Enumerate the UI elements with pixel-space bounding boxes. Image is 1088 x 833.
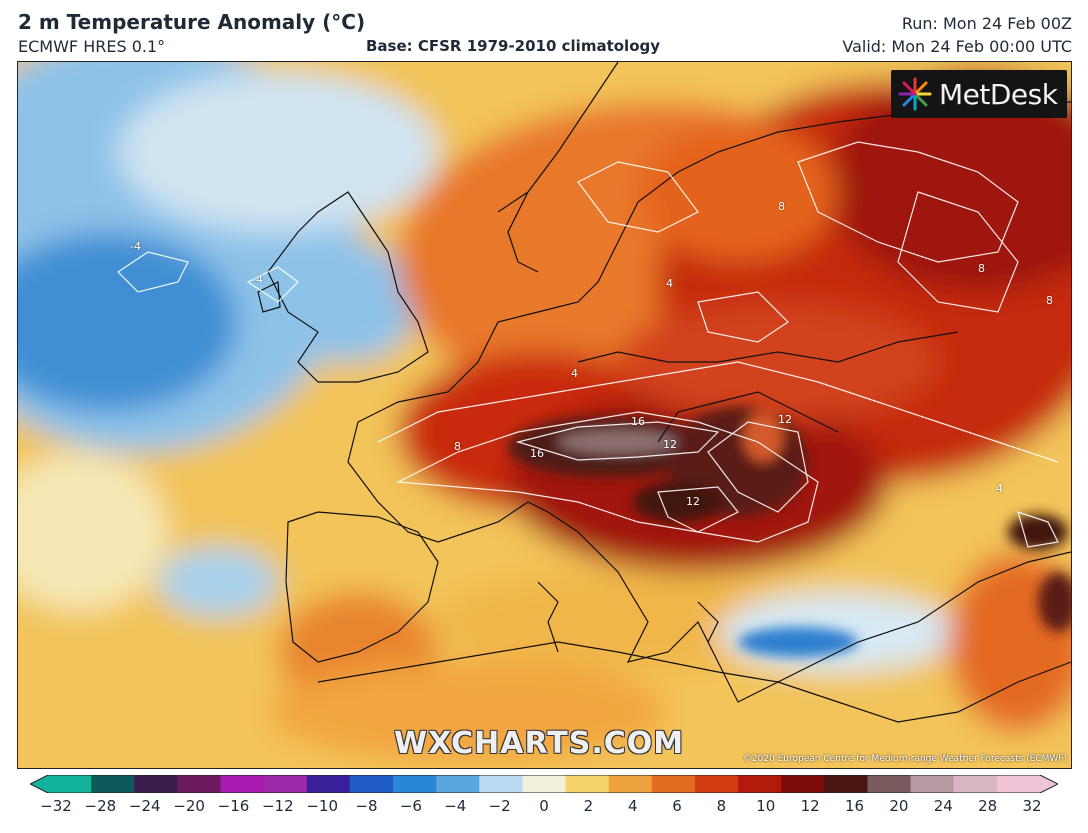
colorbar-tick-label: −6 [399, 797, 422, 815]
contour-label: 4 [996, 482, 1003, 495]
metdesk-burst-icon [898, 77, 932, 111]
colorbar-tick-label: −28 [84, 797, 117, 815]
contour-label: 12 [686, 495, 700, 508]
colorbar-tick-label: −16 [217, 797, 250, 815]
colorbar-segment [651, 775, 696, 793]
run-time-label: Run: Mon 24 Feb 00Z [901, 14, 1072, 33]
colorbar-segment [867, 775, 912, 793]
colorbar-max-arrow [1040, 775, 1058, 793]
colorbar-segment [565, 775, 610, 793]
anomaly-field [18, 62, 1071, 768]
colorbar-segment [48, 775, 92, 793]
contour-label: 4 [571, 367, 578, 380]
colorbar-tick-label: −20 [173, 797, 205, 815]
contour-label: 4 [666, 277, 673, 290]
contour-label: 8 [454, 440, 461, 453]
colorbar-segment [781, 775, 825, 793]
colorbar-tick-label: 20 [889, 797, 909, 815]
colorbar-segment [177, 775, 222, 793]
colorbar-tick-label: −8 [355, 797, 378, 815]
colorbar-segment [349, 775, 394, 793]
colorbar-tick-label: −2 [488, 797, 511, 815]
contour-label: 8 [978, 262, 985, 275]
colorbar-segment [479, 775, 523, 793]
contour-label: 12 [778, 413, 792, 426]
colorbar-segment [953, 775, 998, 793]
metdesk-logo: MetDesk [891, 70, 1067, 118]
colorbar-tick-label: 2 [583, 797, 594, 815]
colorbar-segment [608, 775, 653, 793]
metdesk-logo-text: MetDesk [939, 77, 1058, 111]
colorbar-tick-label: 0 [539, 797, 549, 815]
colorbar-tick-label: 24 [933, 797, 953, 815]
colorbar-min-arrow [30, 775, 48, 793]
colorbar-segment [263, 775, 308, 793]
contour-label: 16 [530, 447, 544, 460]
colorbar-segment [824, 775, 868, 793]
colorbar-tick-label: 12 [800, 797, 820, 815]
colorbar-segment [393, 775, 437, 793]
map-title: 2 m Temperature Anomaly (°C) [18, 10, 366, 34]
colorbar-segment [694, 775, 739, 793]
colorbar-tick-label: 8 [716, 797, 727, 815]
valid-time-label: Valid: Mon 24 Feb 00:00 UTC [842, 37, 1072, 56]
model-label: ECMWF HRES 0.1° [18, 37, 166, 56]
contour-label: -4 [252, 273, 263, 286]
colorbar-segment [134, 775, 178, 793]
colorbar-segment [738, 775, 782, 793]
colorbar-tick-label: −32 [40, 797, 72, 815]
contour-label: -4 [130, 240, 141, 253]
colorbar-tick-label: −10 [306, 797, 338, 815]
colorbar-tick-label: −12 [261, 797, 294, 815]
colorbar-segment [436, 775, 480, 793]
wxcharts-watermark: WXCHARTS.COM [394, 726, 685, 761]
colorbar-tick-label: 28 [978, 797, 998, 815]
colorbar-tick-label: 6 [672, 797, 682, 815]
colorbar-tick-label: −24 [128, 797, 161, 815]
colorbar-tick-label: 4 [627, 797, 638, 815]
colorbar-segment [996, 775, 1041, 793]
contour-label: 8 [778, 200, 785, 213]
colorbar-ticks: −32 −28 −24 −20 −16 −12 −10 −8 −6 −4 −2 0 2 4 6 8 10 12 16… [0, 797, 1088, 817]
colorbar-segment [306, 775, 351, 793]
colorbar-tick-label: 16 [844, 797, 865, 815]
colorbar-segment [220, 775, 265, 793]
colorbar-tick-label: −4 [444, 797, 467, 815]
colorbar-segment [522, 775, 567, 793]
colorbar-tick-label: 32 [1022, 797, 1042, 815]
colorbar [30, 775, 1058, 793]
copyright-notice: ©2020 European Centre for Medium-range W… [742, 754, 1067, 764]
anomaly-map: -4 -4 4 4 8 8 8 12 12 12 16 16 4 8 MetDe… [17, 61, 1072, 769]
contour-label: 12 [663, 438, 677, 451]
colorbar-tick-label: 10 [756, 797, 776, 815]
colorbar-segment [910, 775, 955, 793]
colorbar-segment [91, 775, 135, 793]
climatology-base-label: Base: CFSR 1979-2010 climatology [366, 37, 661, 55]
contour-label: 16 [631, 415, 645, 428]
contour-label: 8 [1046, 294, 1053, 307]
